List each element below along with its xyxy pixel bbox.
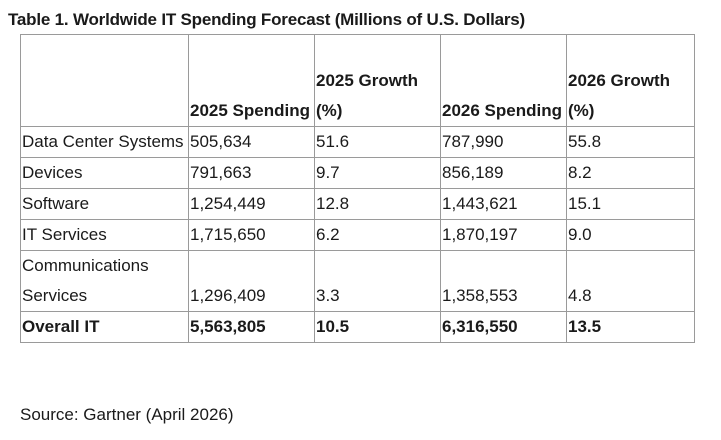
cell-spending-2025: 1,296,409 [188,250,315,312]
header-cell-2026-growth: 2026 Growth (%) [566,34,695,127]
cell-growth-2026: 4.8 [566,250,695,312]
cell-growth-2025: 51.6 [314,126,441,158]
cell-growth-2026: 9.0 [566,219,695,251]
header-row: 2025 Spending 2025 Growth (%) 2026 Spend… [20,34,695,127]
header-cell-empty [20,34,189,127]
cell-category: Devices [20,157,189,189]
cell-growth-2026: 13.5 [566,311,695,343]
total-row: Overall IT 5,563,805 10.5 6,316,550 13.5 [20,311,695,343]
table-row: IT Services 1,715,650 6.2 1,870,197 9.0 [20,219,695,251]
table-caption: Table 1. Worldwide IT Spending Forecast … [8,10,526,29]
header-cell-2025-growth: 2025 Growth (%) [314,34,441,127]
table-row: Communications Services 1,296,409 3.3 1,… [20,250,695,312]
source-note: Source: Gartner (April 2026) [20,405,234,424]
cell-spending-2026: 856,189 [440,157,567,189]
table-row: Devices 791,663 9.7 856,189 8.2 [20,157,695,189]
cell-growth-2026: 8.2 [566,157,695,189]
cell-category: Data Center Systems [20,126,189,158]
cell-spending-2026: 1,358,553 [440,250,567,312]
cell-spending-2025: 1,254,449 [188,188,315,220]
cell-growth-2025: 10.5 [314,311,441,343]
cell-spending-2026: 787,990 [440,126,567,158]
cell-spending-2025: 5,563,805 [188,311,315,343]
table-row: Data Center Systems 505,634 51.6 787,990… [20,126,695,158]
cell-category: Communications Services [20,250,189,312]
header-cell-2026-spending: 2026 Spending [440,34,567,127]
cell-growth-2025: 9.7 [314,157,441,189]
cell-growth-2025: 3.3 [314,250,441,312]
table-row: Software 1,254,449 12.8 1,443,621 15.1 [20,188,695,220]
it-spending-table: 2025 Spending 2025 Growth (%) 2026 Spend… [20,34,695,343]
cell-growth-2025: 12.8 [314,188,441,220]
cell-category: IT Services [20,219,189,251]
cell-growth-2025: 6.2 [314,219,441,251]
cell-spending-2025: 505,634 [188,126,315,158]
cell-spending-2025: 1,715,650 [188,219,315,251]
cell-spending-2026: 1,443,621 [440,188,567,220]
cell-growth-2026: 55.8 [566,126,695,158]
cell-spending-2026: 6,316,550 [440,311,567,343]
header-cell-2025-spending: 2025 Spending [188,34,315,127]
cell-growth-2026: 15.1 [566,188,695,220]
cell-category: Overall IT [20,311,189,343]
cell-spending-2025: 791,663 [188,157,315,189]
cell-category: Software [20,188,189,220]
cell-spending-2026: 1,870,197 [440,219,567,251]
